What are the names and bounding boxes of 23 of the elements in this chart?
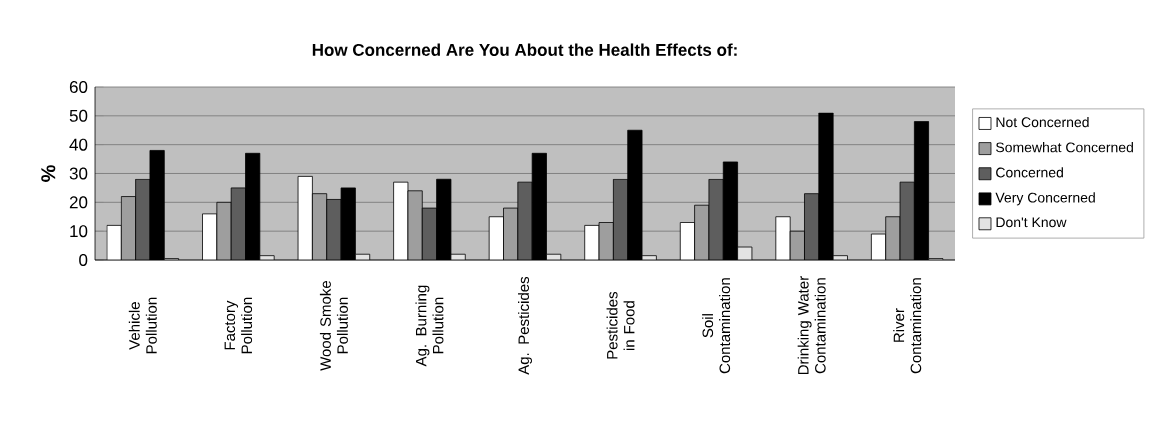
chart-title: How Concerned Are You About the Health Effects of: [312,43,737,56]
legend-label: Very Concerned [995,192,1095,206]
y-tick-label: 20 [69,196,88,209]
x-tick-label: Pesticides in Food [606,291,635,359]
legend-label: Not Concerned [996,116,1089,128]
y-tick-label: 40 [69,138,88,151]
legend-label: Concerned [996,167,1063,178]
x-tick-label: Soil Contamination [702,278,731,374]
x-tick-label: Ag. Pesticides [518,276,532,375]
x-tick-label: Ag. Burning Pollution [415,285,444,367]
y-axis-title: % [41,165,56,182]
legend-label: Don't Know [996,217,1067,228]
y-tick-label: 60 [69,80,88,93]
y-tick-label: 10 [70,225,88,238]
y-tick-label: 50 [69,109,88,122]
x-tick-label: River Contamination [893,278,922,374]
y-tick-label: 30 [69,167,88,180]
legend-label: Somewhat Concerned [996,142,1133,153]
x-tick-label: Drinking Water Contamination [797,276,826,375]
x-tick-label: Factory Pollution [224,297,253,354]
x-tick-label: Wood Smoke Pollution [319,280,348,371]
x-tick-label: Vehicle Pollution [128,297,157,354]
y-tick-label: 0 [79,253,88,266]
